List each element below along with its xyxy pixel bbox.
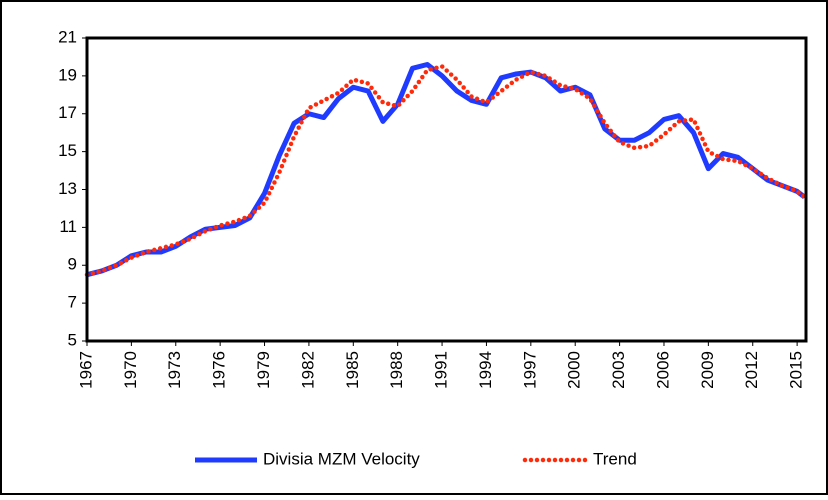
x-tick-label: 1973 xyxy=(165,351,184,389)
legend-label: Trend xyxy=(593,449,637,468)
x-tick-label: 1979 xyxy=(254,351,273,389)
y-tick-label: 21 xyxy=(58,27,77,46)
y-tick-label: 11 xyxy=(59,217,77,236)
x-tick-label: 1994 xyxy=(476,351,495,389)
x-tick-label: 1985 xyxy=(343,351,362,389)
x-tick-label: 1982 xyxy=(298,351,317,389)
plot-border xyxy=(85,36,808,343)
y-tick-label: 19 xyxy=(58,65,77,84)
x-tick-label: 1970 xyxy=(121,351,140,389)
x-tick-label: 2003 xyxy=(609,351,628,389)
series-line xyxy=(84,64,807,277)
x-tick-label: 1988 xyxy=(387,351,406,389)
x-tick-label: 2009 xyxy=(698,351,717,389)
x-tick-label: 2006 xyxy=(653,351,672,389)
x-tick-label: 2000 xyxy=(565,351,584,389)
y-tick-label: 13 xyxy=(58,179,77,198)
y-tick-label: 9 xyxy=(68,255,77,274)
y-tick-label: 17 xyxy=(58,103,77,122)
x-tick-label: 1991 xyxy=(432,351,451,389)
x-tick-label: 2015 xyxy=(787,351,806,389)
x-tick-label: 1976 xyxy=(210,351,229,389)
x-tick-label: 1967 xyxy=(76,351,95,389)
x-tick-label: 2012 xyxy=(742,351,761,389)
x-tick-label: 1997 xyxy=(520,351,539,389)
legend-label: Divisia MZM Velocity xyxy=(263,449,420,468)
y-tick-label: 5 xyxy=(68,330,77,349)
series-line xyxy=(86,62,807,278)
y-tick-label: 7 xyxy=(68,293,77,312)
y-tick-label: 15 xyxy=(58,141,77,160)
